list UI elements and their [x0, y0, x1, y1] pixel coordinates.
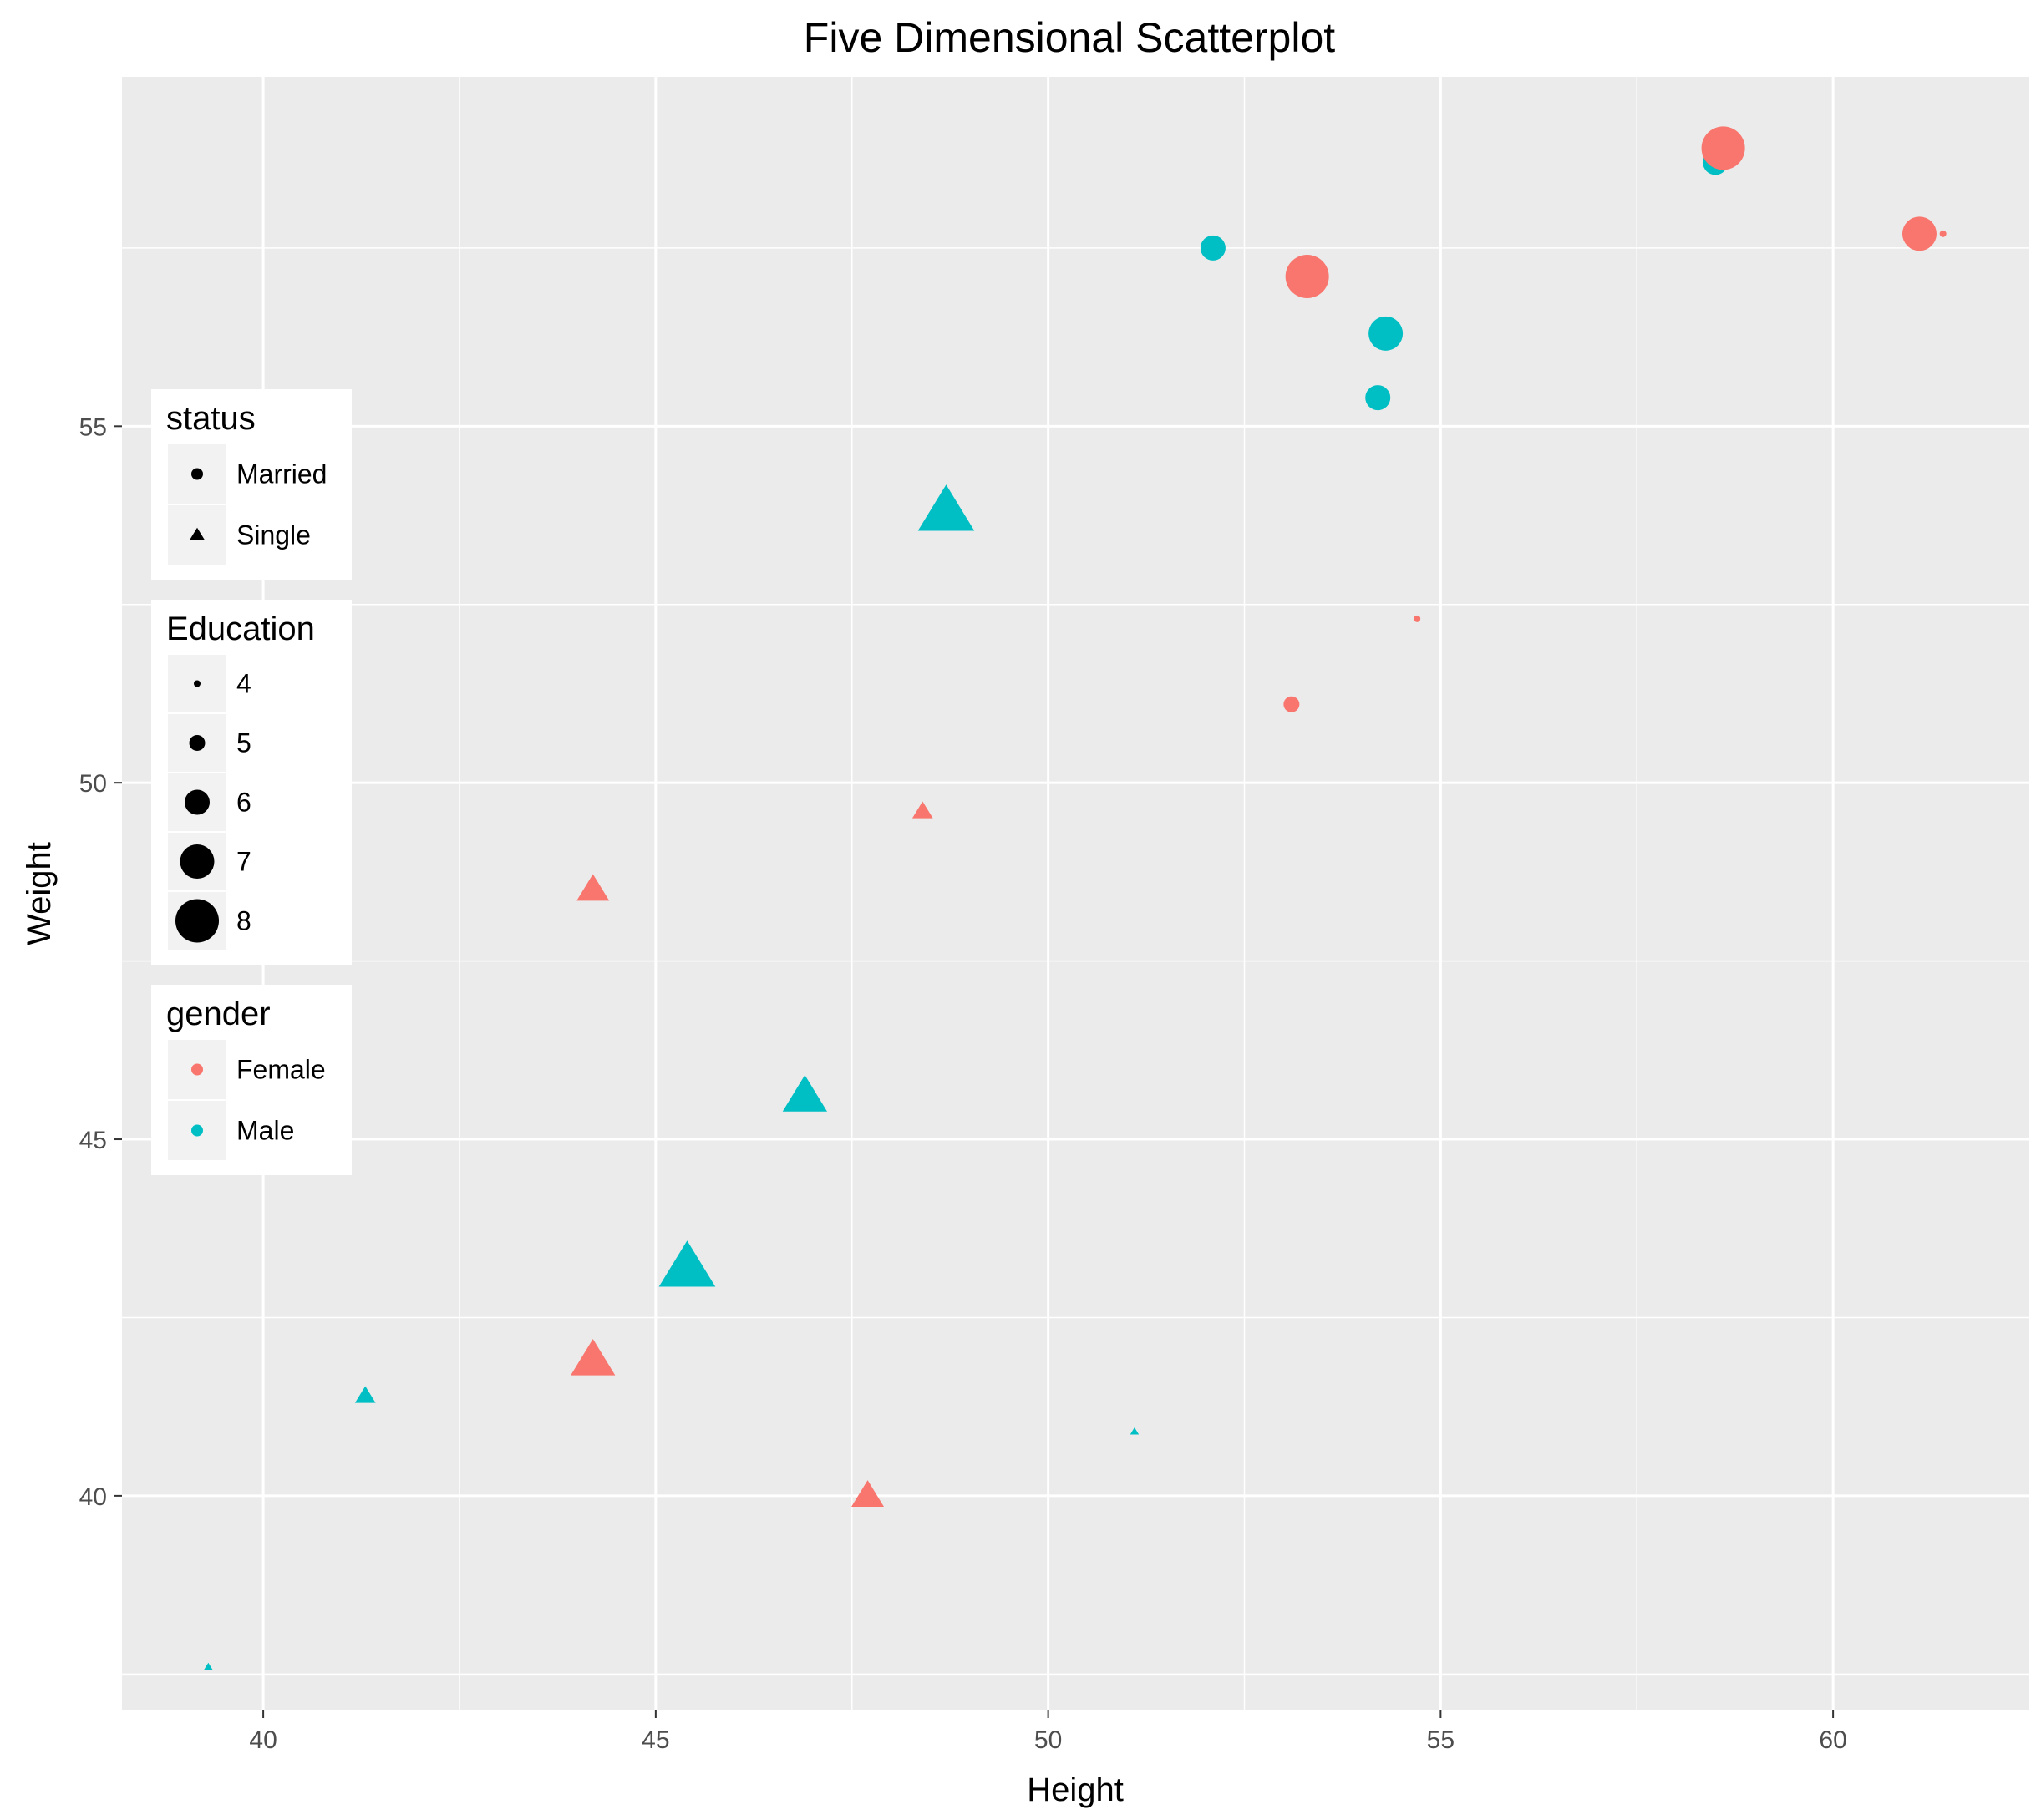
grid: [122, 77, 2029, 1710]
data-point-circle: [1365, 385, 1391, 411]
legend-label: 8: [236, 906, 251, 936]
legend-label: 6: [236, 788, 251, 818]
data-point-circle: [1285, 255, 1329, 299]
legend-marker-triangle: [189, 527, 206, 540]
x-tick-label: 55: [1427, 1726, 1455, 1754]
legend-label: Male: [236, 1116, 294, 1146]
data-point-circle: [1414, 615, 1421, 622]
data-points: [204, 126, 1947, 1670]
x-tick-label: 50: [1034, 1726, 1062, 1754]
data-point-triangle: [658, 1240, 716, 1287]
legend-marker-size: [189, 735, 206, 751]
legend-title: gender: [166, 996, 271, 1032]
legend-label: 7: [236, 847, 251, 877]
legend-label: Single: [236, 520, 311, 550]
data-point-triangle: [571, 1339, 616, 1376]
y-tick-label: 40: [79, 1483, 107, 1511]
y-tick-label: 50: [79, 770, 107, 798]
data-point-circle: [1368, 316, 1404, 351]
legend-marker-color: [191, 1124, 203, 1137]
x-tick-label: 45: [642, 1726, 669, 1754]
data-point-triangle: [851, 1480, 885, 1508]
legend-marker-size: [180, 844, 215, 879]
x-axis-title: Height: [1027, 1772, 1124, 1808]
y-axis-title: Weight: [21, 842, 58, 945]
data-point-circle: [1200, 235, 1226, 261]
data-point-triangle: [1130, 1427, 1140, 1435]
data-point-triangle: [204, 1662, 213, 1670]
data-point-circle: [1283, 696, 1300, 712]
legend-label: 4: [236, 669, 251, 699]
data-point-triangle: [917, 484, 975, 531]
legend-marker-size: [194, 680, 201, 687]
data-point-circle: [1701, 126, 1745, 170]
legend-marker-size: [185, 789, 210, 815]
data-point-circle: [1939, 230, 1947, 237]
legend-title: status: [166, 400, 256, 437]
data-point-circle: [1901, 216, 1937, 251]
legend-label: Married: [236, 459, 327, 489]
legends: status Married Single Education 4 5 6 7 8 gender F…: [151, 389, 352, 1175]
data-point-triangle: [782, 1075, 828, 1112]
y-tick-label: 45: [79, 1127, 107, 1154]
legend-label: 5: [236, 728, 251, 758]
x-tick-label: 60: [1819, 1726, 1846, 1754]
data-point-triangle: [354, 1386, 376, 1403]
y-tick-label: 55: [79, 413, 107, 441]
chart-title: Five Dimensional Scatterplot: [804, 14, 1335, 61]
data-point-triangle: [576, 874, 610, 901]
legend-marker-circle: [191, 468, 203, 480]
data-point-triangle: [911, 801, 933, 819]
legend-marker-color: [191, 1063, 203, 1076]
legend-title: Education: [166, 611, 315, 647]
legend-label: Female: [236, 1055, 326, 1085]
legend-marker-size: [175, 899, 219, 943]
x-tick-label: 40: [249, 1726, 277, 1754]
plot-panel: [122, 77, 2029, 1710]
